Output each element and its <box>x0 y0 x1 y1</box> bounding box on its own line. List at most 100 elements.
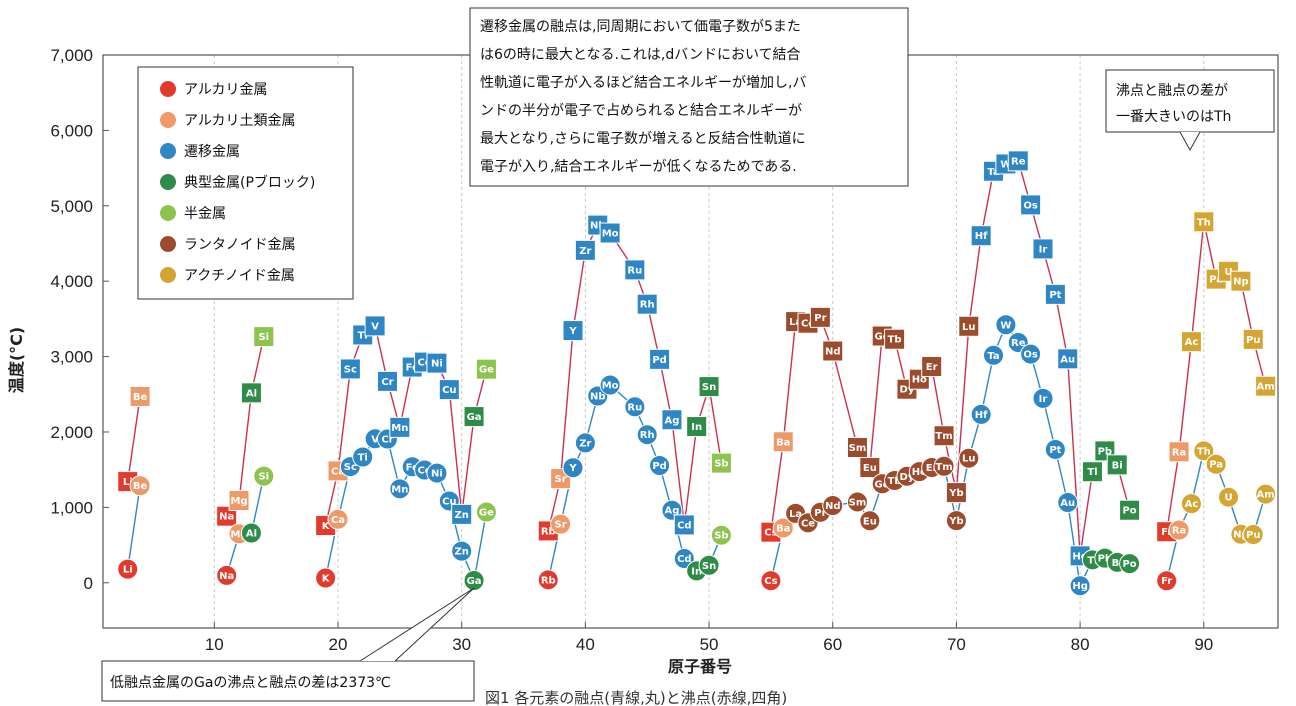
x-tick-label: 90 <box>1194 635 1213 654</box>
th-note-line: 一番大きいのはTh <box>1116 109 1231 125</box>
bp-marker-Po <box>1119 499 1141 521</box>
bp-label-Np: Np <box>1233 277 1249 288</box>
x-tick-label: 70 <box>947 635 966 654</box>
bp-marker-Pr <box>809 306 831 328</box>
bp-marker-Ga <box>463 406 485 428</box>
mp-label-Tl: Tl <box>1087 555 1097 566</box>
bp-label-Pb: Pb <box>1098 446 1113 457</box>
bp-marker-Th <box>1193 211 1215 233</box>
bp-marker-Rh <box>636 293 658 315</box>
bp-label-Pa: Pa <box>1209 275 1223 286</box>
bp-marker-Sc <box>339 358 361 380</box>
transition-note-line: 性軌道に電子が入るほど結合エネルギーが増加し,バ <box>480 75 806 91</box>
mp-label-Ir: Ir <box>1039 394 1048 405</box>
bp-label-Ac: Ac <box>1185 337 1199 348</box>
bp-label-Ra: Ra <box>1172 447 1186 458</box>
x-tick-label: 80 <box>1071 635 1090 654</box>
legend-label-p_block: 典型金属(Pブロック) <box>184 174 315 191</box>
bp-label-Fe: Fe <box>406 363 419 374</box>
legend-swatch-actinide <box>160 267 176 283</box>
mp-marker-Sr <box>550 513 572 535</box>
mp-label-Pb: Pb <box>1098 554 1113 565</box>
bp-marker-In <box>686 416 708 438</box>
mp-label-Be: Be <box>133 481 148 492</box>
y-tick-label: 2,000 <box>50 423 93 442</box>
bp-label-V: V <box>371 321 379 332</box>
mp-marker-Nd <box>822 495 844 517</box>
mp-marker-Pt <box>1044 438 1066 460</box>
bp-label-Ru: Ru <box>627 265 642 276</box>
bp-marker-Ba <box>772 431 794 453</box>
figure-caption: 図1 各元素の融点(青線,丸)と沸点(赤線,四角) <box>485 689 787 706</box>
mp-label-Mo: Mo <box>602 381 619 392</box>
legend-label-alkali: アルカリ金属 <box>184 82 267 98</box>
bp-marker-Yb <box>945 482 967 504</box>
bp-marker-Y <box>562 320 584 342</box>
bp-label-Nd: Nd <box>825 346 841 357</box>
mp-label-Sc: Sc <box>344 462 357 473</box>
mp-marker-Zr <box>574 432 596 454</box>
mp-label-Ca: Ca <box>331 515 345 526</box>
bp-marker-V <box>364 315 386 337</box>
bp-label-Dy: Dy <box>900 385 915 396</box>
mp-label-Ti: Ti <box>358 453 368 464</box>
ga-note-line: 低融点金属のGaの沸点と融点の差は2373℃ <box>110 675 391 691</box>
bp-marker-Cu <box>438 379 460 401</box>
mp-label-Ra: Ra <box>1172 525 1186 536</box>
mp-marker-W <box>995 314 1017 336</box>
mp-label-Mn: Mn <box>391 484 408 495</box>
bp-marker-Ni <box>426 352 448 374</box>
mp-label-Sr: Sr <box>555 520 567 531</box>
mp-marker-Rb <box>537 569 559 591</box>
bp-marker-Tb <box>884 328 906 350</box>
mp-marker-Ba <box>772 517 794 539</box>
bp-marker-Ru <box>624 259 646 281</box>
bp-marker-Cd <box>673 514 695 536</box>
boiling-point-line <box>226 336 265 517</box>
mp-label-Cr: Cr <box>381 434 393 445</box>
transition-note-line: 電子が入り,結合エネルギーが低くなるためである. <box>480 159 797 175</box>
mp-marker-Be <box>129 475 151 497</box>
bp-marker-Pd <box>649 348 671 370</box>
bp-marker-Nd <box>822 340 844 362</box>
bp-label-Ni: Ni <box>431 359 443 370</box>
bp-label-Ca: Ca <box>331 466 345 477</box>
y-tick-label: 5,000 <box>50 197 93 216</box>
bp-marker-Re <box>1007 150 1029 172</box>
legend-swatch-metalloid <box>160 205 176 221</box>
mp-label-Po: Po <box>1122 559 1136 570</box>
bp-label-Gd: Gd <box>875 331 890 342</box>
mp-marker-Ru <box>624 396 646 418</box>
bp-marker-Ge <box>475 358 497 380</box>
bp-label-Os: Os <box>1023 200 1038 211</box>
mp-marker-Sm <box>846 491 868 513</box>
bp-label-Eu: Eu <box>863 463 877 474</box>
bp-label-In: In <box>691 422 702 433</box>
boiling-point-line <box>127 396 141 482</box>
bp-label-Ta: Ta <box>987 167 999 178</box>
mp-label-Ta: Ta <box>987 351 999 362</box>
x-tick-label: 60 <box>823 635 842 654</box>
mp-label-Co: Co <box>417 466 431 477</box>
mp-label-Ho: Ho <box>912 467 927 478</box>
bp-label-Rh: Rh <box>640 300 655 311</box>
bp-label-Na: Na <box>219 512 234 523</box>
mp-label-Hf: Hf <box>975 410 988 421</box>
mp-marker-Am <box>1255 483 1277 505</box>
bp-label-Ge: Ge <box>479 365 494 376</box>
mp-label-Sb: Sb <box>714 531 728 542</box>
bp-label-K: K <box>322 521 331 532</box>
mp-marker-Lu <box>958 447 980 469</box>
bp-marker-Ac <box>1180 331 1202 353</box>
bp-marker-Sb <box>710 452 732 474</box>
data-markers: LiLiBeBeNaNaMgMgAlAlSiSiKKCaCaScScTiTiVV… <box>117 150 1277 597</box>
bp-label-Ce: Ce <box>801 319 815 330</box>
bp-marker-Na <box>216 505 238 527</box>
bp-label-Pd: Pd <box>652 355 667 366</box>
mp-label-Fe: Fe <box>406 462 419 473</box>
mp-label-Tb: Tb <box>888 476 902 487</box>
bp-marker-Tm <box>933 425 955 447</box>
mp-label-Eu: Eu <box>863 516 877 527</box>
mp-label-Am: Am <box>1257 490 1275 501</box>
mp-marker-Zn <box>451 540 473 562</box>
